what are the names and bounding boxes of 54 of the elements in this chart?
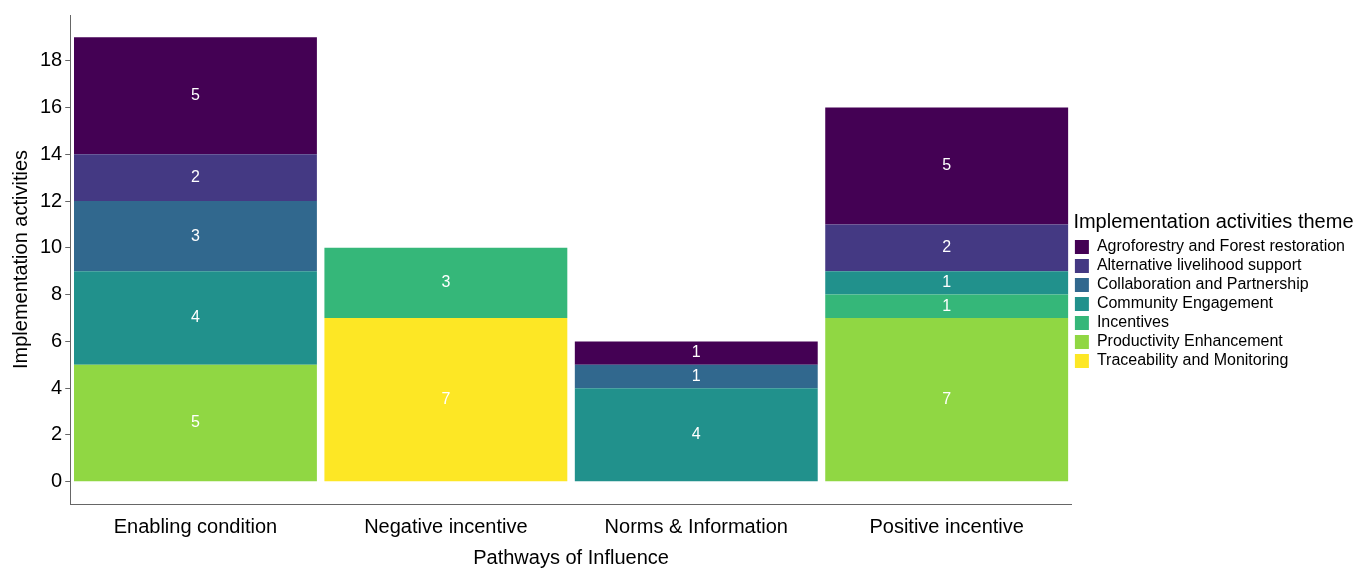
data-label: 1	[691, 366, 701, 384]
bar	[574, 341, 818, 365]
data-label: 1	[691, 343, 701, 361]
data-label: 1	[942, 296, 952, 314]
y-tick-label: 2	[51, 422, 63, 445]
bar	[574, 364, 818, 389]
bar	[74, 271, 317, 365]
bar	[825, 224, 1069, 272]
y-tick-label: 10	[40, 235, 63, 258]
bar	[825, 317, 1069, 482]
x-axis-title: Pathways of Influence	[473, 545, 669, 568]
bar	[825, 294, 1069, 318]
legend-label: Alternative livelihood support	[1096, 256, 1303, 274]
data-label: 2	[191, 168, 200, 186]
bar	[825, 107, 1069, 225]
x-tick-label: Norms & Information	[604, 514, 788, 537]
bar	[825, 271, 1069, 295]
y-tick-label: 14	[40, 141, 63, 164]
bar	[324, 317, 568, 482]
y-tick-label: 0	[51, 469, 63, 492]
y-tick-label: 4	[51, 375, 63, 398]
legend-label: Traceability and Monitoring	[1096, 351, 1289, 369]
data-label: 2	[942, 238, 952, 256]
x-tick-label: Positive incentive	[869, 514, 1024, 537]
data-label: 5	[191, 413, 200, 431]
data-label: 5	[942, 156, 952, 174]
y-tick-label: 18	[40, 48, 63, 71]
y-tick-label: 6	[51, 328, 63, 351]
legend-label: Incentives	[1096, 313, 1169, 331]
legend-label: Agroforestry and Forest restoration	[1096, 237, 1345, 255]
bar	[324, 247, 568, 318]
data-label: 4	[191, 308, 200, 326]
y-tick-label: 16	[40, 94, 63, 117]
y-tick-label: 8	[51, 282, 63, 305]
bar	[74, 154, 317, 202]
data-label: 1	[942, 273, 952, 291]
legend-label: Community Engagement	[1096, 294, 1274, 312]
data-label: 3	[191, 226, 200, 244]
data-label: 3	[441, 273, 451, 291]
bar	[74, 37, 317, 155]
bar	[74, 201, 317, 272]
data-label: 7	[441, 390, 451, 408]
legend-label: Collaboration and Partnership	[1096, 275, 1309, 293]
data-label: 7	[942, 390, 952, 408]
bar	[74, 364, 317, 482]
x-tick-label: Enabling condition	[113, 514, 278, 537]
bar	[574, 388, 818, 482]
legend-label: Productivity Enhancement	[1096, 332, 1284, 350]
y-tick-label: 12	[40, 188, 63, 211]
data-label: 4	[691, 425, 701, 443]
data-label: 5	[191, 86, 200, 104]
x-tick-label: Negative incentive	[364, 514, 528, 537]
y-axis-title: Implementation activities	[8, 150, 31, 369]
legend-title: Implementation activities theme	[1073, 209, 1354, 232]
